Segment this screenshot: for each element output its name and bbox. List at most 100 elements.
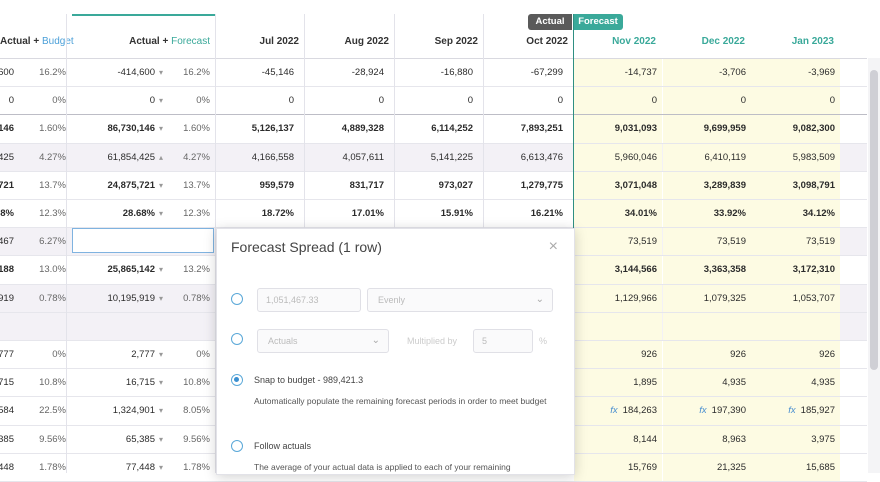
month-cell[interactable]: 9,031,093 xyxy=(574,115,662,143)
month-cell[interactable]: 3,289,839 xyxy=(663,171,751,199)
col-header-actual-budget[interactable]: Actual + Budget xyxy=(0,36,74,47)
month-cell[interactable]: -14,737 xyxy=(574,59,662,87)
month-cell[interactable]: 4,166,558 xyxy=(216,144,299,171)
actual-forecast-percent[interactable]: 4.27% xyxy=(183,151,210,163)
month-cell[interactable]: 831,717 xyxy=(305,172,389,199)
month-cell[interactable] xyxy=(663,312,751,340)
month-cell[interactable]: 9,699,959 xyxy=(663,115,751,143)
month-cell[interactable]: 973,027 xyxy=(395,172,478,199)
radio-follow-actuals[interactable] xyxy=(231,440,243,452)
month-cell[interactable]: 15.91% xyxy=(395,200,478,227)
actual-budget-cell[interactable]: 448 xyxy=(0,461,14,473)
month-cell[interactable]: 3,144,566 xyxy=(574,256,662,284)
month-cell[interactable]: 0 xyxy=(216,87,299,114)
month-cell[interactable]: 959,579 xyxy=(216,172,299,199)
actual-budget-cell[interactable]: 188 xyxy=(0,264,14,276)
actual-budget-percent[interactable]: 1.60% xyxy=(39,123,66,135)
actual-budget-percent[interactable]: 12.3% xyxy=(39,208,66,220)
actual-budget-percent[interactable]: 0% xyxy=(52,95,66,107)
col-header-jul-2022[interactable]: Jul 2022 xyxy=(259,36,299,47)
month-cell[interactable]: -16,880 xyxy=(395,59,478,86)
actual-forecast-cell[interactable]: -414,600 ▾ xyxy=(72,59,167,86)
actual-budget-cell[interactable]: 8% xyxy=(0,208,14,220)
actual-forecast-cell[interactable]: 16,715 ▾ xyxy=(72,369,167,396)
month-cell[interactable]: -28,924 xyxy=(305,59,389,86)
actual-forecast-percent[interactable]: 16.2% xyxy=(183,67,210,79)
month-cell[interactable]: 0 xyxy=(395,87,478,114)
actual-budget-percent[interactable]: 16.2% xyxy=(39,67,66,79)
month-cell[interactable]: fx 197,390 xyxy=(663,397,751,425)
actual-forecast-percent[interactable]: 13.7% xyxy=(183,179,210,191)
actual-forecast-percent[interactable]: 9.56% xyxy=(183,433,210,445)
actual-budget-cell[interactable]: 385 xyxy=(0,433,14,445)
actual-budget-cell[interactable]: 146 xyxy=(0,123,14,135)
actual-forecast-cell[interactable]: 1,324,901 ▾ xyxy=(72,397,167,424)
actual-forecast-cell[interactable]: 25,865,142 ▾ xyxy=(72,256,167,283)
col-header-dec-2022[interactable]: Dec 2022 xyxy=(701,36,745,47)
amount-input[interactable]: 1,051,467.33 xyxy=(257,288,361,312)
actual-budget-cell[interactable]: 919 xyxy=(0,292,14,304)
month-cell[interactable]: 34.12% xyxy=(751,200,840,228)
month-cell[interactable]: -3,969 xyxy=(751,59,840,87)
actual-forecast-percent[interactable]: 12.3% xyxy=(183,208,210,220)
month-cell[interactable]: 4,057,611 xyxy=(305,144,389,171)
month-cell[interactable]: 5,141,225 xyxy=(395,144,478,171)
col-header-nov-2022[interactable]: Nov 2022 xyxy=(612,36,656,47)
month-cell[interactable]: -3,706 xyxy=(663,59,751,87)
month-cell[interactable] xyxy=(751,312,840,340)
actual-budget-cell[interactable]: 584 xyxy=(0,405,14,417)
month-cell[interactable] xyxy=(574,312,662,340)
actual-budget-cell[interactable]: 777 xyxy=(0,349,14,361)
col-header-aug-2022[interactable]: Aug 2022 xyxy=(344,36,389,47)
actual-budget-percent[interactable]: 13.7% xyxy=(39,179,66,191)
multiplier-input[interactable]: 5 xyxy=(473,329,533,353)
month-cell[interactable]: 926 xyxy=(574,341,662,369)
actual-budget-percent[interactable]: 0.78% xyxy=(39,292,66,304)
month-cell[interactable]: 0 xyxy=(574,87,662,115)
month-cell[interactable]: -45,146 xyxy=(216,59,299,86)
actual-forecast-percent[interactable]: 13.2% xyxy=(183,264,210,276)
month-cell[interactable]: 6,613,476 xyxy=(484,144,568,171)
close-icon[interactable]: × xyxy=(548,238,558,255)
month-cell[interactable]: 6,410,119 xyxy=(663,143,751,171)
col-header-actual-forecast[interactable]: Actual + Forecast xyxy=(129,36,210,47)
actual-forecast-cell[interactable]: 65,385 ▾ xyxy=(72,426,167,453)
month-cell[interactable]: 1,079,325 xyxy=(663,284,751,312)
actual-forecast-cell[interactable]: 24,875,721 ▾ xyxy=(72,172,167,199)
actual-budget-percent[interactable]: 4.27% xyxy=(39,151,66,163)
month-cell[interactable]: fx 185,927 xyxy=(751,397,840,425)
actual-budget-percent[interactable]: 13.0% xyxy=(39,264,66,276)
actual-budget-cell[interactable]: 600 xyxy=(0,67,14,79)
month-cell[interactable]: 34.01% xyxy=(574,200,662,228)
actual-budget-cell[interactable]: 721 xyxy=(0,179,14,191)
month-cell[interactable]: 926 xyxy=(663,341,751,369)
actual-forecast-cell[interactable]: 2,777 ▾ xyxy=(72,341,167,368)
month-cell[interactable]: 1,279,775 xyxy=(484,172,568,199)
actual-forecast-percent[interactable]: 1.60% xyxy=(183,123,210,135)
actual-forecast-cell[interactable]: 61,854,425 ▴ xyxy=(72,144,167,171)
radio-snap-to-budget[interactable] xyxy=(231,374,243,386)
month-cell[interactable]: 0 xyxy=(484,87,568,114)
month-cell[interactable]: 73,519 xyxy=(663,228,751,256)
actual-budget-cell[interactable] xyxy=(0,313,14,340)
actual-budget-cell[interactable]: 467 xyxy=(0,236,14,248)
month-cell[interactable]: 4,935 xyxy=(663,369,751,397)
month-cell[interactable]: 0 xyxy=(305,87,389,114)
actual-budget-percent[interactable] xyxy=(20,313,66,340)
actual-forecast-percent[interactable] xyxy=(172,313,210,340)
month-cell[interactable]: fx 184,263 xyxy=(574,397,662,425)
month-cell[interactable]: 73,519 xyxy=(751,228,840,256)
actual-forecast-percent[interactable]: 0% xyxy=(196,95,210,107)
month-cell[interactable]: 0 xyxy=(663,87,751,115)
month-cell[interactable]: 6,114,252 xyxy=(395,115,478,142)
month-cell[interactable]: 1,895 xyxy=(574,369,662,397)
actual-forecast-percent[interactable]: 0.78% xyxy=(183,292,210,304)
actual-forecast-cell[interactable]: 10,195,919 ▾ xyxy=(72,285,167,312)
month-cell[interactable]: 3,975 xyxy=(751,425,840,453)
radio-amount-option[interactable] xyxy=(231,293,243,305)
snap-to-budget-label[interactable]: Snap to budget - 989,421.3 xyxy=(254,375,364,385)
month-cell[interactable]: 5,960,046 xyxy=(574,143,662,171)
month-cell[interactable]: 5,126,137 xyxy=(216,115,299,142)
month-cell[interactable]: 17.01% xyxy=(305,200,389,227)
col-header-oct-2022[interactable]: Oct 2022 xyxy=(526,36,568,47)
